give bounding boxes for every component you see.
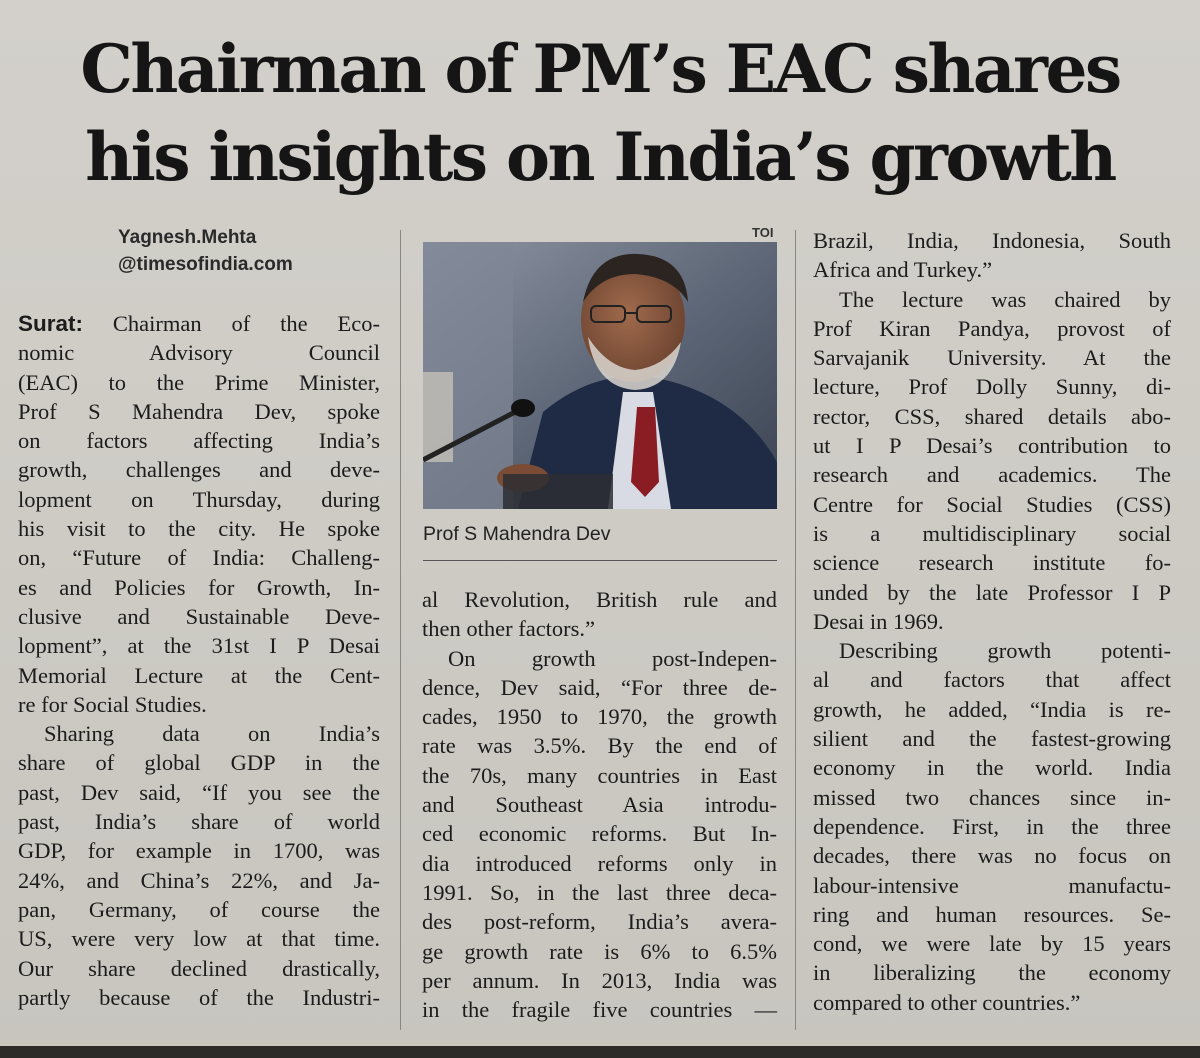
- article-line: Describing growth potenti-: [839, 638, 1171, 664]
- article-line: growth, challenges and deve-: [18, 457, 380, 483]
- article-line: al Revolution, British rule and: [422, 587, 777, 612]
- article-line: Our share declined drastically,: [18, 955, 380, 981]
- article-line: GDP, for example in 1700, was: [18, 838, 380, 864]
- article-line: on, “Future of India: Challeng-: [18, 545, 380, 571]
- article-line: Desai in 1969.: [813, 608, 944, 634]
- article-line: lecture, Prof Dolly Sunny, di-: [813, 374, 1171, 400]
- article-line: ced economic reforms. But In-: [422, 821, 777, 847]
- article-line: The lecture was chaired by: [839, 286, 1171, 312]
- article-line: missed two chances since in-: [813, 784, 1171, 810]
- article-line: pan, Germany, of course the: [18, 896, 380, 922]
- article-line: US, were very low at that time.: [18, 926, 380, 952]
- article-line: dence, Dev said, “For three de-: [422, 674, 777, 700]
- article-line: cond, we were late by 15 years: [813, 931, 1171, 957]
- article-line: Centre for Social Studies (CSS): [813, 491, 1171, 517]
- article-column-3: Brazil, India, Indonesia, South Africa a…: [813, 226, 1171, 1017]
- article-line: in the fragile five countries —: [422, 997, 777, 1023]
- article-line: clusive and Sustainable Deve-: [18, 603, 380, 629]
- article-line: 1991. So, in the last three deca-: [422, 879, 777, 905]
- article-line: compared to other countries.”: [813, 989, 1081, 1015]
- article-line: decades, there was no focus on: [813, 843, 1171, 869]
- headline-line-1: Chairman of PM’s EAC shares: [80, 30, 1122, 108]
- article-line: is a multidisciplinary social: [813, 520, 1171, 546]
- article-line: On growth post-Indepen-: [448, 645, 777, 671]
- author-name: Yagnesh.Mehta: [118, 227, 257, 248]
- column-divider: [400, 230, 401, 1030]
- article-line: share of global GDP in the: [18, 750, 380, 776]
- article-column-2: al Revolution, British rule and then oth…: [422, 585, 777, 1024]
- article-column-1: Surat: Chairman of the Eco- nomic Adviso…: [18, 309, 380, 1012]
- article-line: al and factors that affect: [813, 667, 1171, 693]
- article-line: partly because of the Industri-: [18, 984, 380, 1010]
- article-line: unded by the late Professor I P: [813, 579, 1171, 605]
- article-line: per annum. In 2013, India was: [422, 967, 777, 993]
- article-line: Memorial Lecture at the Cent-: [18, 662, 380, 688]
- article-line: es and Policies for Growth, In-: [18, 574, 380, 600]
- article-line: then other factors.”: [422, 616, 596, 642]
- article-line: Sarvajanik University. At the: [813, 345, 1171, 371]
- article-line: silient and the fastest-growing: [813, 726, 1171, 752]
- article-line: ring and human resources. Se-: [813, 901, 1171, 927]
- article-line: in liberalizing the economy: [813, 960, 1171, 986]
- article-line: Brazil, India, Indonesia, South: [813, 228, 1171, 253]
- article-line: 24%, and China’s 22%, and Ja-: [18, 867, 380, 893]
- article-line: Surat: Chairman of the Eco-: [18, 311, 380, 336]
- caption-divider: [423, 560, 777, 561]
- article-line: Prof Kiran Pandya, provost of: [813, 315, 1171, 341]
- headline-line-2: his insights on India’s growth: [85, 118, 1117, 196]
- article-line: ut I P Desai’s contribution to: [813, 433, 1171, 459]
- author-email: @timesofindia.com: [118, 254, 293, 275]
- byline: Yagnesh.Mehta @timesofindia.com: [118, 224, 293, 278]
- article-line: past, India’s share of world: [18, 809, 380, 835]
- page-bottom-edge: [0, 1046, 1200, 1058]
- article-line: research and academics. The: [813, 462, 1171, 488]
- article-line: lopment on Thursday, during: [18, 486, 380, 512]
- article-line: (EAC) to the Prime Minister,: [18, 369, 380, 395]
- article-line: science research institute fo-: [813, 550, 1171, 576]
- article-line: and Southeast Asia introdu-: [422, 792, 777, 818]
- article-line: rate was 3.5%. By the end of: [422, 733, 777, 759]
- article-line: Sharing data on India’s: [44, 721, 380, 747]
- article-line: nomic Advisory Council: [18, 340, 380, 366]
- speaker-photo: [423, 242, 777, 509]
- article-line: the 70s, many countries in East: [422, 762, 777, 788]
- article-line: rector, CSS, shared details abo-: [813, 403, 1171, 429]
- column-divider: [795, 230, 796, 1030]
- article-line: cades, 1950 to 1970, the growth: [422, 704, 777, 730]
- article-line: growth, he added, “India is re-: [813, 696, 1171, 722]
- article-line: re for Social Studies.: [18, 691, 207, 717]
- article-line: dependence. First, in the three: [813, 813, 1171, 839]
- article-line: Africa and Turkey.”: [813, 257, 993, 283]
- dateline: Surat:: [18, 311, 84, 336]
- article-line: ge growth rate is 6% to 6.5%: [422, 938, 777, 964]
- article-line: dia introduced reforms only in: [422, 850, 777, 876]
- article-line: economy in the world. India: [813, 755, 1171, 781]
- article-line: Prof S Mahendra Dev, spoke: [18, 398, 380, 424]
- article-line: lopment”, at the 31st I P Desai: [18, 633, 380, 659]
- article-line: labour-intensive manufactu-: [813, 872, 1171, 898]
- article-line: des post-reform, India’s avera-: [422, 909, 777, 935]
- article-line: on factors affecting India’s: [18, 428, 380, 454]
- article-line: his visit to the city. He spoke: [18, 516, 380, 542]
- article-line: past, Dev said, “If you see the: [18, 779, 380, 805]
- photo-caption: Prof S Mahendra Dev: [423, 523, 611, 545]
- photo-credit: TOI: [752, 225, 774, 240]
